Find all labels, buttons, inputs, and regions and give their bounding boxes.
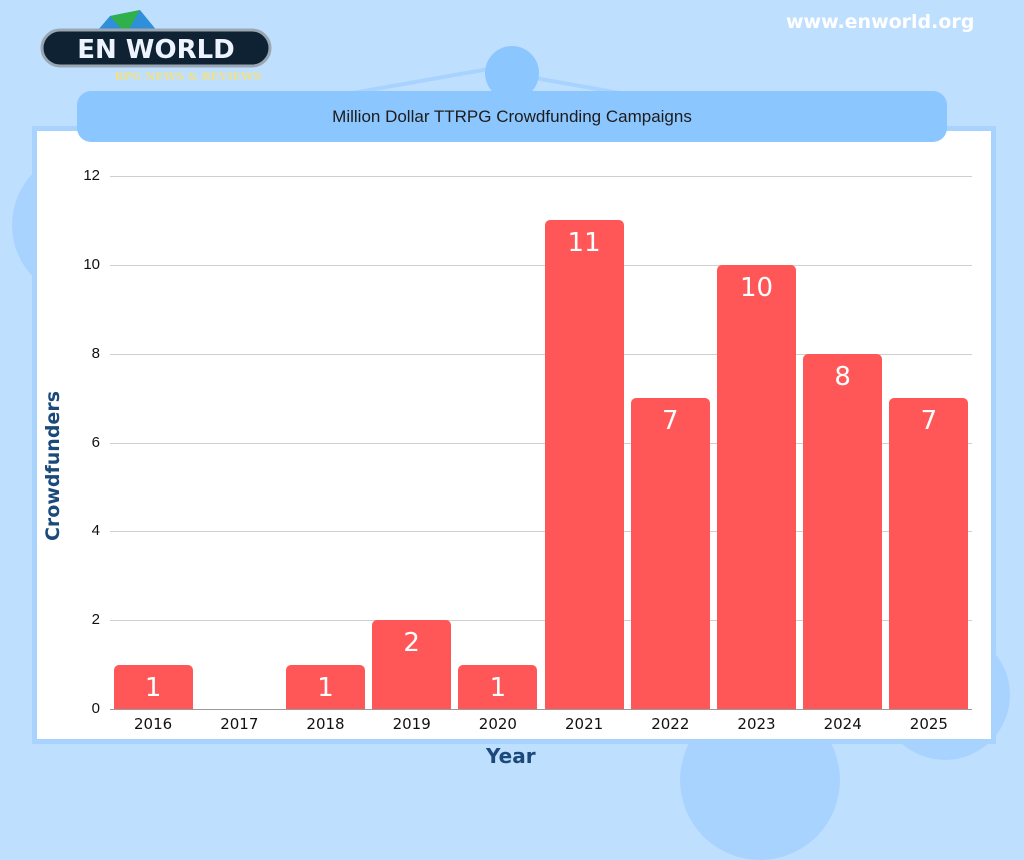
chart-title: Million Dollar TTRPG Crowdfunding Campai…	[77, 91, 947, 142]
site-url: www.enworld.org	[786, 11, 975, 33]
gridline	[110, 176, 972, 177]
x-axis-line	[110, 709, 972, 710]
bar-value-label: 7	[662, 406, 679, 437]
y-tick-label: 6	[91, 433, 100, 451]
bar-value-label: 1	[489, 672, 507, 703]
bar-value-label: 11	[567, 228, 601, 259]
gridline	[110, 442, 972, 444]
bar-2025: 7	[889, 398, 969, 709]
x-tick-label: 2021	[565, 715, 604, 733]
gridline	[110, 264, 972, 266]
bar-value-label: 10	[739, 272, 774, 303]
bar-2019: 2	[372, 620, 452, 709]
bar-2018: 1	[286, 664, 365, 709]
y-tick-label: 0	[91, 700, 100, 717]
gridline	[110, 353, 972, 355]
bar-value-label: 1	[144, 672, 162, 703]
y-tick-label: 2	[91, 611, 100, 629]
x-tick-label: 2022	[651, 715, 690, 733]
y-tick-label: 12	[83, 167, 100, 184]
bar-2024: 8	[803, 353, 883, 709]
gridline	[110, 531, 972, 533]
x-tick-label: 2020	[478, 715, 517, 733]
x-axis-title: Year	[486, 744, 536, 768]
x-tick-label: 2019	[392, 715, 431, 733]
y-axis-title: Crowdfunders	[42, 390, 64, 542]
y-tick-label: 4	[91, 522, 100, 540]
x-tick-label: 2016	[134, 715, 173, 733]
y-tick-label: 8	[91, 344, 100, 362]
bar-value-label: 1	[317, 672, 334, 703]
bar-2016: 1	[113, 664, 193, 709]
svg-text:EN WORLD: EN WORLD	[77, 35, 235, 65]
bar-2021: 11	[544, 220, 624, 709]
y-tick-label: 10	[83, 255, 100, 273]
x-tick-label: 2024	[823, 715, 862, 733]
bar-2020: 1	[458, 664, 538, 709]
gridline	[110, 620, 972, 622]
bar-2022: 7	[630, 398, 710, 709]
bar-value-label: 2	[403, 628, 420, 659]
x-tick-label: 2017	[220, 715, 259, 733]
x-tick-label: 2025	[909, 715, 948, 733]
svg-text:RPG NEWS & REVIEWS: RPG NEWS & REVIEWS	[115, 70, 262, 82]
bar-2023: 10	[717, 264, 796, 709]
x-tick-label: 2018	[306, 715, 345, 733]
bar-value-label: 8	[834, 361, 851, 392]
bar-value-label: 7	[920, 406, 938, 437]
enworld-logo: EN WORLD RPG NEWS & REVIEWS	[40, 10, 272, 82]
x-tick-label: 2023	[737, 715, 776, 733]
